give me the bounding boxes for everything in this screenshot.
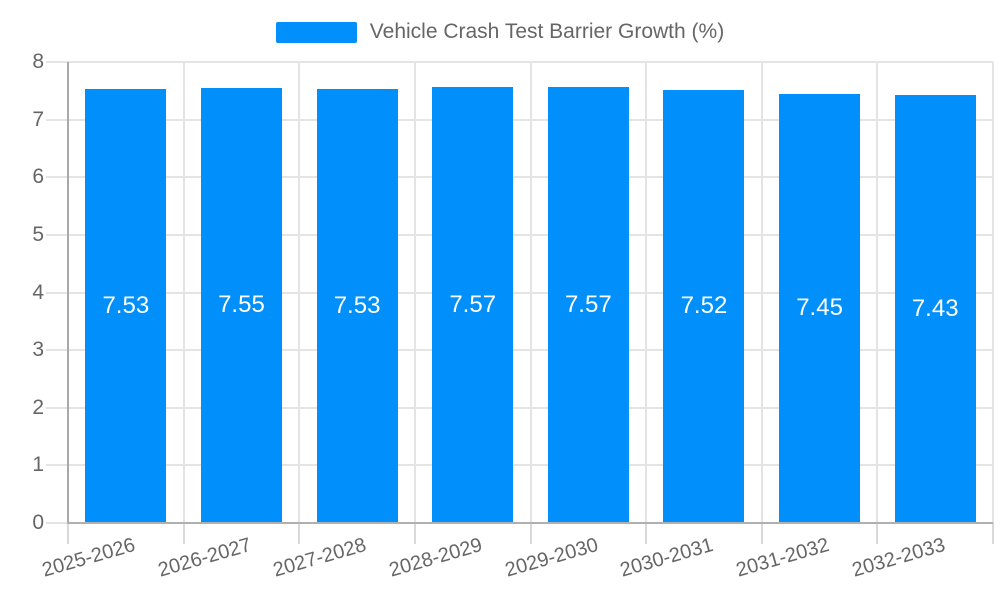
bar-value-label: 7.53 [102, 292, 150, 320]
y-axis-tick-label: 5 [32, 222, 44, 246]
x-axis-tick-label: 2027-2028 [271, 534, 370, 582]
x-grid-line [645, 62, 648, 523]
x-tick-mark [529, 523, 532, 544]
bar-value-label: 7.43 [911, 294, 959, 322]
y-tick-mark [46, 522, 68, 524]
x-tick-mark [760, 523, 763, 544]
x-axis-line [67, 522, 993, 524]
bar-2026-2027[interactable] [200, 87, 282, 522]
y-grid-line [46, 406, 993, 409]
bar-2027-2028[interactable] [316, 89, 398, 522]
bar-value-label: 7.52 [680, 292, 728, 320]
x-grid-line [298, 62, 301, 523]
x-tick-mark [992, 523, 994, 544]
bar-value-label: 7.45 [796, 294, 843, 322]
legend[interactable]: Vehicle Crash Test Barrier Growth (%) [0, 20, 1000, 44]
bar-2025-2026[interactable] [85, 89, 167, 522]
x-axis-tick-label: 2030-2031 [617, 534, 717, 582]
y-axis-tick-label: 7 [32, 107, 44, 131]
x-axis-tick-label: 2025-2026 [39, 534, 138, 582]
y-grid-line [46, 61, 993, 63]
bar-value-label: 7.55 [218, 291, 265, 319]
y-grid-line [46, 233, 993, 236]
x-tick-mark [413, 523, 416, 544]
y-axis-tick-label: 1 [32, 453, 44, 477]
y-grid-line [46, 118, 993, 121]
bar-2031-2032[interactable] [779, 93, 861, 522]
x-grid-line [529, 62, 532, 523]
x-grid-line [413, 62, 416, 523]
bar-2028-2029[interactable] [432, 86, 514, 522]
y-grid-line [46, 349, 993, 352]
y-grid-line [46, 176, 993, 179]
x-axis-tick-label: 2031-2032 [733, 534, 832, 582]
x-axis-tick-label: 2029-2030 [502, 534, 601, 582]
x-tick-mark [182, 523, 185, 544]
bar-2029-2030[interactable] [547, 86, 629, 522]
bar-value-label: 7.57 [564, 290, 612, 318]
bar-2030-2031[interactable] [663, 89, 745, 522]
x-axis-tick-label: 2028-2029 [386, 534, 485, 582]
bar-value-label: 7.57 [449, 290, 497, 318]
x-tick-mark [67, 523, 69, 544]
y-axis-line [67, 62, 69, 523]
x-axis-tick-label: 2026-2027 [155, 534, 254, 582]
x-tick-mark [645, 523, 648, 544]
bar-2032-2033[interactable] [894, 94, 976, 522]
x-axis-tick-label: 2032-2033 [849, 534, 948, 582]
y-grid-line [46, 464, 993, 467]
legend-swatch[interactable] [275, 21, 357, 43]
y-axis-tick-label: 2 [32, 395, 44, 419]
y-axis-tick-label: 8 [32, 50, 44, 73]
x-tick-mark [298, 523, 301, 544]
bar-value-label: 7.53 [333, 292, 381, 320]
y-grid-line [46, 291, 993, 294]
y-axis-tick-label: 3 [32, 338, 44, 362]
x-grid-line [992, 62, 994, 523]
x-tick-mark [876, 523, 879, 544]
y-axis-tick-label: 6 [32, 165, 44, 189]
x-grid-line [876, 62, 879, 523]
x-grid-line [760, 62, 763, 523]
x-grid-line [182, 62, 185, 523]
y-axis-tick-label: 0 [32, 511, 44, 534]
y-axis-tick-label: 4 [32, 280, 44, 304]
legend-label[interactable]: Vehicle Crash Test Barrier Growth (%) [369, 20, 725, 43]
